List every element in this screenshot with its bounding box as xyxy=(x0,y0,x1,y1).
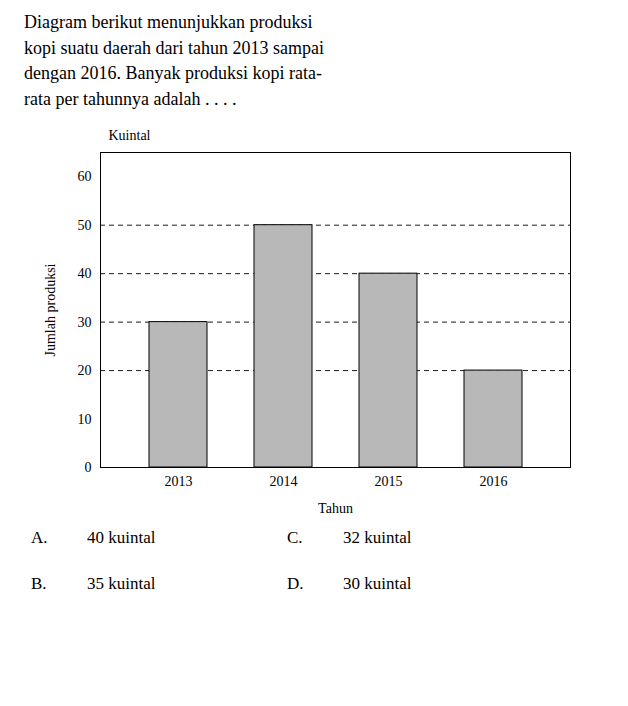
html-text:35 kuintal: 35 kuintal xyxy=(87,574,156,594)
svg-text:10: 10 xyxy=(78,412,92,427)
svg-text:50: 50 xyxy=(78,218,92,233)
svg-text:60: 60 xyxy=(78,169,92,184)
html-text:40 kuintal: 40 kuintal xyxy=(87,528,156,548)
html-text:32 kuintal: 32 kuintal xyxy=(343,528,412,548)
svg-text:20: 20 xyxy=(78,363,92,378)
svg-text:Jumlah produksi: Jumlah produksi xyxy=(43,264,58,357)
svg-text:Kuintal: Kuintal xyxy=(109,129,151,144)
svg-text:2015: 2015 xyxy=(375,475,403,490)
html-text:A.: A. xyxy=(31,528,48,548)
svg-text:40: 40 xyxy=(78,266,92,281)
html-text:rata per tahunnya adalah . . .: rata per tahunnya adalah . . . . xyxy=(24,88,237,109)
svg-text:0: 0 xyxy=(85,460,92,475)
html-text:Diagram berikut menunjukkan pr: Diagram berikut menunjukkan produksi xyxy=(24,12,313,32)
svg-text:30: 30 xyxy=(78,315,92,330)
html-text:kopi suatu daerah dari tahun 2: kopi suatu daerah dari tahun 2013 sampai xyxy=(24,37,324,58)
svg-text:2016: 2016 xyxy=(480,475,508,490)
html-text:D.: D. xyxy=(287,574,304,594)
svg-text:2013: 2013 xyxy=(165,475,193,490)
html-text:dengan 2016. Banyak produksi k: dengan 2016. Banyak produksi kopi rata- xyxy=(24,63,322,84)
html-text:30 kuintal: 30 kuintal xyxy=(343,574,412,594)
svg-text:2014: 2014 xyxy=(270,475,298,490)
html-text:B.: B. xyxy=(31,574,47,594)
svg-text:Tahun: Tahun xyxy=(318,501,353,516)
html-text:C.: C. xyxy=(287,528,303,548)
